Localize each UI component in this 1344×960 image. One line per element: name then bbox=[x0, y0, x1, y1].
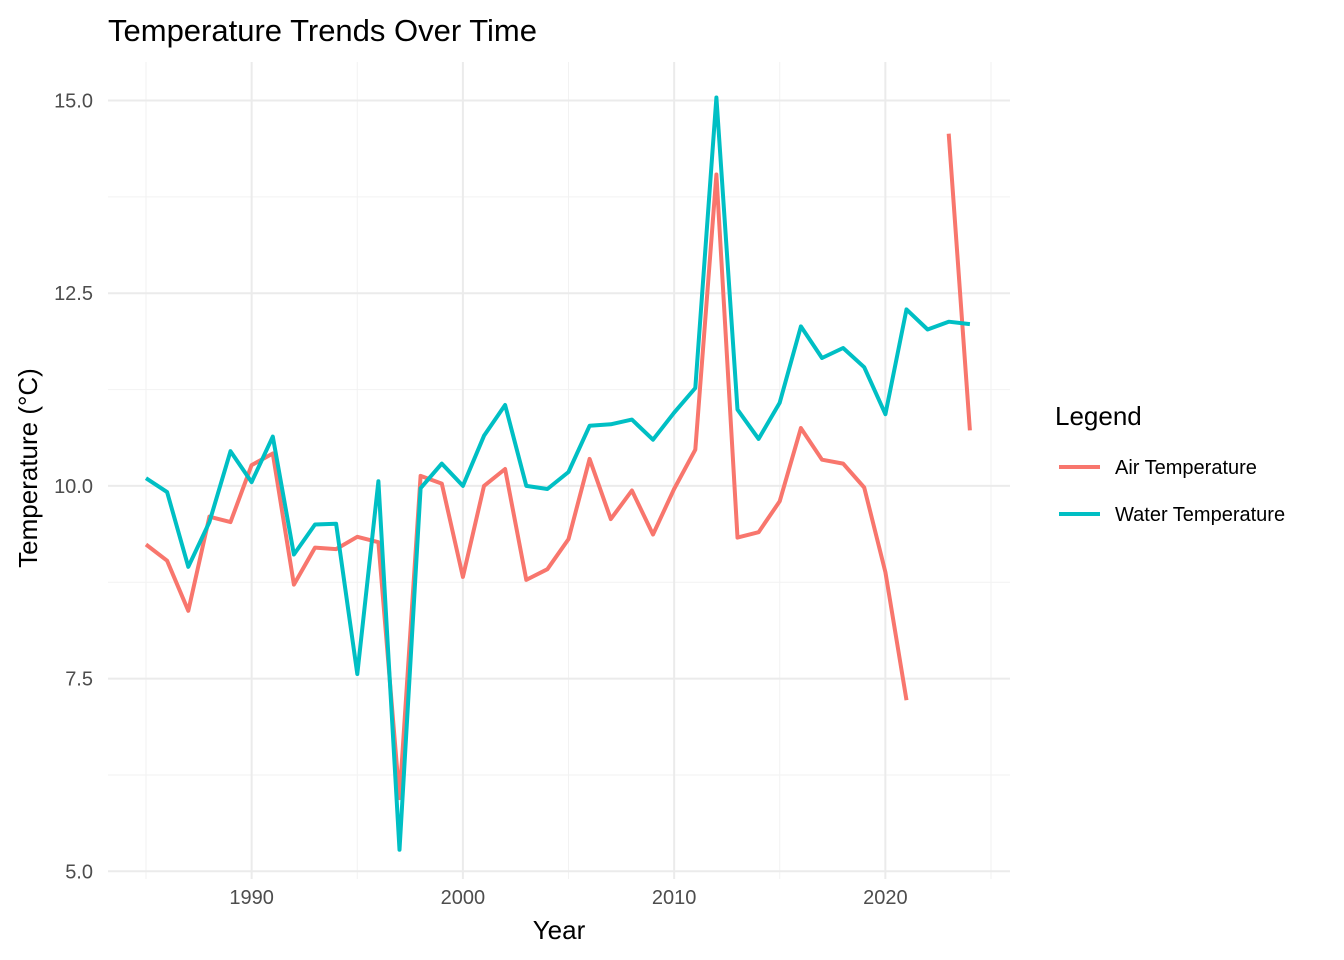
y-tick-label: 12.5 bbox=[54, 283, 93, 305]
minor-gridlines bbox=[108, 62, 1010, 879]
x-tick-label: 2010 bbox=[652, 887, 697, 909]
y-tick-label: 7.5 bbox=[65, 669, 93, 691]
y-tick-label: 10.0 bbox=[54, 476, 93, 498]
y-tick-label: 15.0 bbox=[54, 91, 93, 113]
major-gridlines bbox=[108, 62, 1010, 879]
y-axis-title: Temperature (°C) bbox=[13, 368, 43, 568]
legend-label-water-temperature: Water Temperature bbox=[1115, 504, 1285, 526]
x-axis-title: Year bbox=[533, 915, 586, 945]
legend-label-air-temperature: Air Temperature bbox=[1115, 457, 1257, 479]
x-tick-label: 2000 bbox=[441, 887, 486, 909]
y-tick-label: 5.0 bbox=[65, 861, 93, 883]
series-lines bbox=[144, 95, 972, 852]
x-tick-label: 1990 bbox=[229, 887, 274, 909]
x-axis-tick-labels: 1990 2000 2010 2020 bbox=[229, 887, 907, 909]
chart-title: Temperature Trends Over Time bbox=[108, 13, 537, 48]
air-temperature-line bbox=[144, 133, 972, 801]
x-tick-label: 2020 bbox=[863, 887, 908, 909]
water-temperature-line bbox=[144, 95, 971, 852]
y-axis-tick-labels: 5.0 7.5 10.0 12.5 15.0 bbox=[54, 91, 93, 884]
legend: Legend Air Temperature Water Temperature bbox=[1055, 401, 1285, 526]
legend-title: Legend bbox=[1055, 401, 1142, 431]
